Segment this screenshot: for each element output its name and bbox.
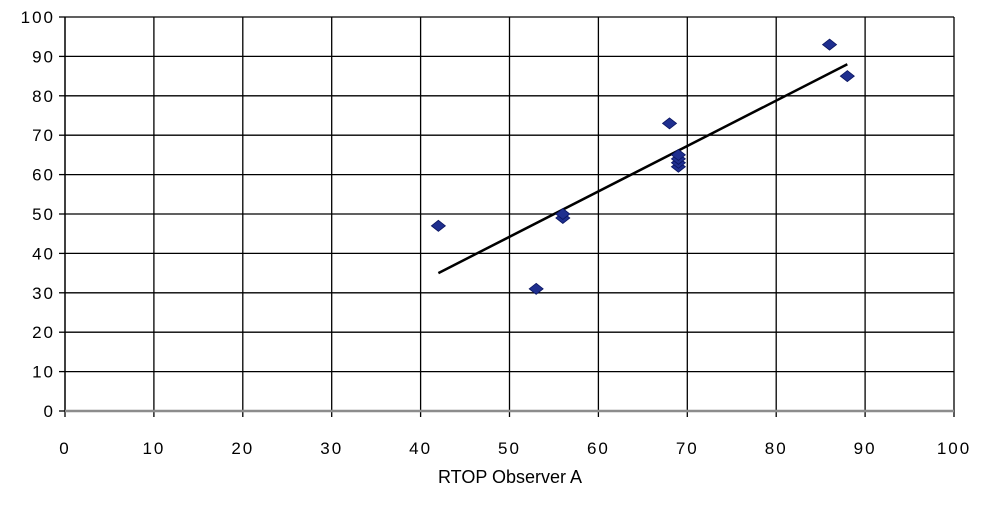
data-point xyxy=(821,38,838,51)
y-tick-label: 60 xyxy=(32,166,55,185)
trendline-layer xyxy=(437,63,848,275)
y-tick-label: 100 xyxy=(21,8,55,27)
x-tick-label: 20 xyxy=(231,439,254,458)
x-tick-label: 30 xyxy=(320,439,343,458)
x-tick-label: 10 xyxy=(142,439,165,458)
y-tick-label: 0 xyxy=(44,402,55,421)
x-tick-label: 50 xyxy=(498,439,521,458)
data-point xyxy=(430,219,447,232)
data-point xyxy=(670,148,687,161)
data-point xyxy=(839,70,855,83)
x-tick-label: 40 xyxy=(409,439,432,458)
x-tick-label: 60 xyxy=(587,439,610,458)
y-tick-label: 10 xyxy=(32,363,55,382)
grid xyxy=(65,16,955,411)
x-tick-label: 90 xyxy=(854,439,877,458)
y-tick-label: 20 xyxy=(32,323,55,342)
y-tick-label: 80 xyxy=(32,87,55,106)
tick-labels: 0 10 20 30 40 50 60 70 80 90 100 0 10 20 30 40 50 60 70 80 9… xyxy=(21,8,971,458)
data-point xyxy=(661,117,678,130)
x-tick-label: 70 xyxy=(676,439,699,458)
axes xyxy=(59,16,955,417)
x-tick-label: 80 xyxy=(765,439,788,458)
x-tick-label: 100 xyxy=(937,439,971,458)
data-points xyxy=(430,38,855,295)
x-axis-title: RTOP Observer A xyxy=(438,467,582,487)
x-tick-label: 0 xyxy=(59,439,70,458)
y-tick-label: 90 xyxy=(32,47,55,66)
data-point xyxy=(555,207,571,221)
y-tick-label: 50 xyxy=(32,205,55,224)
trendline xyxy=(437,63,848,275)
data-point xyxy=(528,282,544,295)
y-tick-label: 40 xyxy=(32,244,55,263)
y-tick-label: 70 xyxy=(32,126,55,145)
y-tick-label: 30 xyxy=(32,284,55,303)
